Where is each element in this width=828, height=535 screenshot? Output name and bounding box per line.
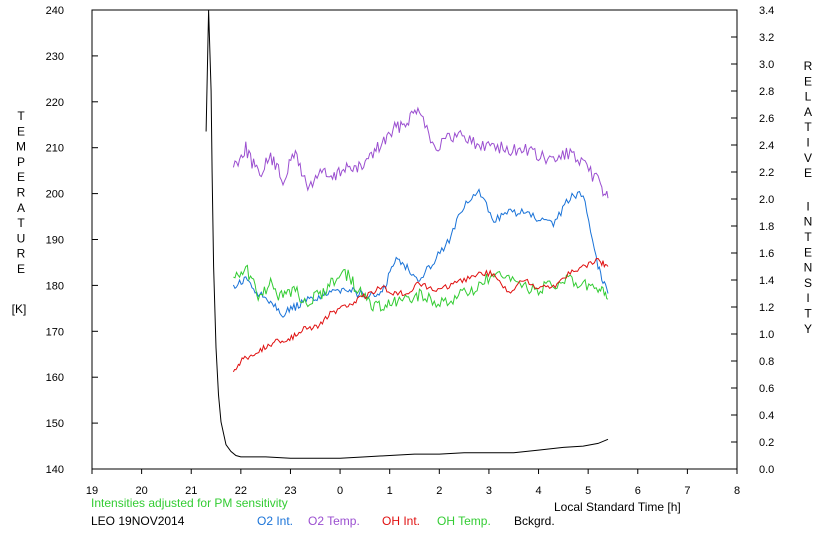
left-tick-label: 220 bbox=[46, 97, 64, 109]
left-tick-label: 240 bbox=[46, 5, 64, 17]
left-tick-label: 170 bbox=[46, 326, 64, 338]
right-tick-label: 2.2 bbox=[759, 167, 774, 179]
left-axis-letter: E bbox=[17, 124, 25, 138]
right-tick-label: 2.0 bbox=[759, 194, 774, 206]
right-axis-letter: I bbox=[806, 291, 809, 305]
series-lines bbox=[205, 9, 609, 459]
axis-ticks: 1401501601701801902002102202302400.00.20… bbox=[46, 5, 775, 497]
right-tick-label: 1.0 bbox=[759, 329, 774, 341]
right-axis-letter: Y bbox=[804, 322, 812, 336]
left-axis-letter: T bbox=[17, 109, 25, 123]
legend-oh-temp: OH Temp. bbox=[437, 514, 491, 528]
right-axis-letter: N bbox=[804, 215, 813, 229]
station-date: LEO 19NOV2014 bbox=[91, 514, 185, 528]
right-tick-label: 2.8 bbox=[759, 86, 774, 98]
left-tick-label: 200 bbox=[46, 189, 64, 201]
right-tick-label: 1.6 bbox=[759, 248, 774, 260]
x-tick-label: 7 bbox=[684, 485, 690, 497]
right-axis-letter: I bbox=[806, 199, 809, 213]
right-tick-label: 0.2 bbox=[759, 437, 774, 449]
x-tick-label: 3 bbox=[486, 485, 492, 497]
series-oh-int-line bbox=[232, 257, 609, 373]
right-axis-letter: T bbox=[804, 230, 812, 244]
right-tick-label: 2.4 bbox=[759, 140, 774, 152]
x-tick-label: 4 bbox=[535, 485, 541, 497]
right-axis-letter: E bbox=[804, 74, 812, 88]
right-tick-label: 0.4 bbox=[759, 410, 774, 422]
right-tick-label: 2.6 bbox=[759, 113, 774, 125]
left-axis-letter: M bbox=[16, 140, 26, 154]
right-tick-label: 0.8 bbox=[759, 356, 774, 368]
right-axis-letter: S bbox=[804, 276, 812, 290]
right-axis-letter: A bbox=[804, 105, 812, 119]
right-tick-label: 1.4 bbox=[759, 275, 774, 287]
left-axis-letter: E bbox=[17, 262, 25, 276]
right-tick-label: 3.2 bbox=[759, 32, 774, 44]
right-tick-label: 3.0 bbox=[759, 59, 774, 71]
x-tick-label: 21 bbox=[185, 485, 197, 497]
right-tick-label: 3.4 bbox=[759, 5, 774, 17]
right-tick-label: 0.6 bbox=[759, 383, 774, 395]
left-tick-label: 150 bbox=[46, 418, 64, 430]
left-axis-letter: T bbox=[17, 216, 25, 230]
series-oh-temp-line bbox=[233, 264, 609, 312]
right-tick-label: 1.2 bbox=[759, 302, 774, 314]
x-tick-label: 23 bbox=[284, 485, 296, 497]
x-tick-label: 19 bbox=[86, 485, 98, 497]
right-axis-letter: N bbox=[804, 261, 813, 275]
left-tick-label: 210 bbox=[46, 143, 64, 155]
x-tick-label: 5 bbox=[585, 485, 591, 497]
right-axis-letter: T bbox=[804, 307, 812, 321]
series-bckgrd-line bbox=[205, 9, 609, 459]
right-axis-letter: E bbox=[804, 245, 812, 259]
left-axis-unit: [K] bbox=[12, 302, 27, 316]
legend-bckgrd: Bckgrd. bbox=[514, 514, 555, 528]
x-tick-label: 20 bbox=[135, 485, 147, 497]
left-axis-letter: A bbox=[17, 201, 25, 215]
left-tick-label: 190 bbox=[46, 235, 64, 247]
left-tick-label: 140 bbox=[46, 464, 64, 476]
right-axis-letter: L bbox=[805, 90, 812, 104]
left-axis-letter: E bbox=[17, 170, 25, 184]
x-tick-label: 6 bbox=[635, 485, 641, 497]
left-axis-letter: P bbox=[17, 155, 25, 169]
plot-frame bbox=[91, 9, 738, 470]
left-tick-label: 230 bbox=[46, 51, 64, 63]
x-tick-label: 8 bbox=[734, 485, 740, 497]
left-tick-label: 160 bbox=[46, 372, 64, 384]
series-o2-int-line bbox=[232, 188, 609, 318]
right-axis-letter: I bbox=[806, 136, 809, 150]
right-axis-letter: T bbox=[804, 120, 812, 134]
x-tick-label: 1 bbox=[387, 485, 393, 497]
right-axis-letter: E bbox=[804, 166, 812, 180]
x-axis-label: Local Standard Time [h] bbox=[554, 500, 681, 514]
legend-o2-temp: O2 Temp. bbox=[308, 514, 360, 528]
left-axis-letter: R bbox=[17, 186, 26, 200]
right-tick-label: 0.0 bbox=[759, 464, 774, 476]
legend-o2-int: O2 Int. bbox=[257, 514, 294, 528]
right-tick-label: 1.8 bbox=[759, 221, 774, 233]
left-axis-letter: R bbox=[17, 247, 26, 261]
series-o2-temp-line bbox=[232, 106, 609, 199]
x-tick-label: 2 bbox=[436, 485, 442, 497]
x-tick-label: 0 bbox=[337, 485, 343, 497]
left-axis-letter: U bbox=[17, 231, 26, 245]
sensitivity-note: Intensities adjusted for PM sensitivity bbox=[91, 496, 288, 510]
right-axis-letter: V bbox=[804, 151, 812, 165]
right-axis-letter: R bbox=[804, 59, 813, 73]
legend-oh-int: OH Int. bbox=[382, 514, 421, 528]
x-tick-label: 22 bbox=[235, 485, 247, 497]
left-tick-label: 180 bbox=[46, 280, 64, 292]
